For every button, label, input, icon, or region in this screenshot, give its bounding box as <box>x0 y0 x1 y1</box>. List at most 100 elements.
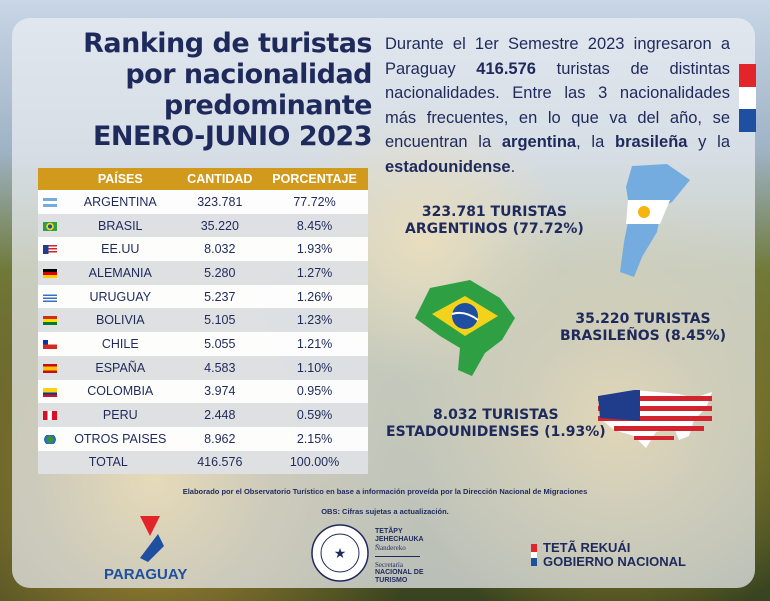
intro-text: turistas de distintas nacionalidades. En… <box>385 59 730 152</box>
spain-flag-icon <box>43 363 57 373</box>
total-row: TOTAL 416.576 100.00% <box>38 450 368 475</box>
total-label: TOTAL <box>38 450 179 475</box>
uruguay-flag-icon <box>43 292 57 302</box>
senatur-line: JEHECHAUKA <box>375 536 424 543</box>
callout-argentina: 323.781 TURISTAS ARGENTINOS (77.72%) <box>405 204 584 238</box>
count-cell: 5.280 <box>178 261 262 285</box>
pct-cell: 1.93% <box>261 237 368 262</box>
table-row: ALEMANIA 5.280 1.27% <box>38 261 368 285</box>
callout-text: BRASILEÑOS (8.45%) <box>560 328 727 344</box>
peru-flag-icon <box>43 411 57 421</box>
paraguay-logo-text: PARAGUAY <box>104 566 188 583</box>
chile-flag-icon <box>43 340 57 350</box>
obs-note: OBS: Cifras sujetas a actualización. <box>321 507 449 516</box>
flag-cell <box>38 403 62 427</box>
colombia-flag-icon <box>43 387 57 397</box>
title-line: Ranking de turistas <box>83 28 372 59</box>
count-cell: 4.583 <box>178 355 262 380</box>
brazil-map-icon <box>415 280 515 376</box>
svg-text:★: ★ <box>334 545 347 561</box>
country-cell: OTROS PAISES <box>62 426 179 451</box>
header-porcentaje: PORCENTAJE <box>261 168 368 190</box>
header-cantidad: CANTIDAD <box>178 168 262 190</box>
count-cell: 35.220 <box>178 213 262 238</box>
pct-cell: 0.95% <box>261 379 368 404</box>
intro-total: 416.576 <box>476 59 536 78</box>
usa-map-icon <box>598 390 712 448</box>
flag-cell <box>38 308 62 333</box>
table-row: EE.UU 8.032 1.93% <box>38 237 368 262</box>
ranking-table: PAÍSES CANTIDAD PORCENTAJE ARGENTINA 323.78… <box>38 168 368 475</box>
callout-text: 35.220 TURISTAS <box>575 311 711 327</box>
country-cell: PERU <box>62 403 179 427</box>
intro-nationality: brasileña <box>615 133 688 151</box>
header-flag <box>38 168 62 190</box>
intro-text: , la <box>576 133 615 151</box>
table-row: BOLIVIA 5.105 1.23% <box>38 308 368 333</box>
country-cell: URUGUAY <box>62 284 179 309</box>
flag-cell <box>38 426 62 451</box>
senatur-line: Ñandereko <box>375 544 406 552</box>
flag-cell <box>38 379 62 404</box>
page-title: Ranking de turistas por nacionalidad pre… <box>83 28 372 152</box>
country-cell: BOLIVIA <box>62 308 179 333</box>
count-cell: 2.448 <box>178 403 262 427</box>
table-row: ESPAÑA 4.583 1.10% <box>38 355 368 380</box>
callout-text: 323.781 TURISTAS <box>421 204 567 220</box>
count-cell: 5.105 <box>178 308 262 333</box>
flag-cell <box>38 190 62 214</box>
argentina-map-icon <box>620 164 690 277</box>
country-cell: BRASIL <box>62 213 179 238</box>
gov-line: GOBIERNO NACIONAL <box>543 554 686 569</box>
senatur-line: TETÃPY <box>375 528 403 535</box>
brazil-flag-icon <box>43 221 57 231</box>
paraguay-brand-logo-icon <box>140 516 164 562</box>
callout-brazil: 35.220 TURISTAS BRASILEÑOS (8.45%) <box>560 311 726 345</box>
callout-text: 8.032 TURISTAS <box>433 407 559 423</box>
flag-cell <box>38 237 62 262</box>
usa-flag-icon <box>43 245 57 255</box>
intro-nationality: estadounidense <box>385 157 511 176</box>
table-row: URUGUAY 5.237 1.26% <box>38 284 368 309</box>
national-seal-icon: ★ <box>311 524 369 582</box>
pct-cell: 1.21% <box>261 332 368 356</box>
callout-usa: 8.032 TURISTAS ESTADOUNIDENSES (1.93%) <box>386 407 606 441</box>
pct-cell: 1.26% <box>261 284 368 309</box>
gov-line: TETÃ REKUÁI <box>543 540 631 555</box>
senatur-line: NACIONAL DE <box>375 569 424 576</box>
flag-cell <box>38 332 62 356</box>
count-cell: 8.032 <box>178 237 262 262</box>
pct-cell: 1.10% <box>261 355 368 380</box>
count-cell: 8.962 <box>178 426 262 451</box>
senatur-line: TURISMO <box>375 577 408 584</box>
flag-cell <box>38 213 62 238</box>
pct-cell: 1.23% <box>261 308 368 333</box>
intro-nationality: argentina <box>501 133 577 151</box>
germany-flag-icon <box>43 269 57 279</box>
intro-text: y la <box>687 133 730 151</box>
table-row: BRASIL 35.220 8.45% <box>38 213 368 238</box>
table-header: PAÍSES CANTIDAD PORCENTAJE <box>38 168 368 190</box>
country-cell: CHILE <box>62 332 179 356</box>
pct-cell: 2.15% <box>261 426 368 451</box>
senatur-line: Secretaría <box>375 561 403 569</box>
flag-cell <box>38 261 62 285</box>
pct-cell: 0.59% <box>261 403 368 427</box>
globe-icon <box>43 434 57 444</box>
country-cell: ALEMANIA <box>62 261 179 285</box>
count-cell: 5.237 <box>178 284 262 309</box>
table-row: OTROS PAISES 8.962 2.15% <box>38 426 368 451</box>
table-row: ARGENTINA 323.781 77.72% <box>38 190 368 214</box>
intro-text: . <box>510 157 516 176</box>
table-row: PERU 2.448 0.59% <box>38 403 368 427</box>
title-line: predominante <box>163 90 373 121</box>
count-cell: 323.781 <box>178 190 262 214</box>
pct-cell: 8.45% <box>261 213 368 238</box>
title-line: ENERO-JUNIO 2023 <box>92 121 373 152</box>
pct-cell: 1.27% <box>261 261 368 285</box>
country-cell: EE.UU <box>62 237 179 262</box>
gov-flag-icon <box>531 544 537 566</box>
callout-text: ESTADOUNIDENSES (1.93%) <box>386 424 606 440</box>
pct-cell: 77.72% <box>261 190 368 214</box>
total-pct: 100.00% <box>261 450 368 475</box>
